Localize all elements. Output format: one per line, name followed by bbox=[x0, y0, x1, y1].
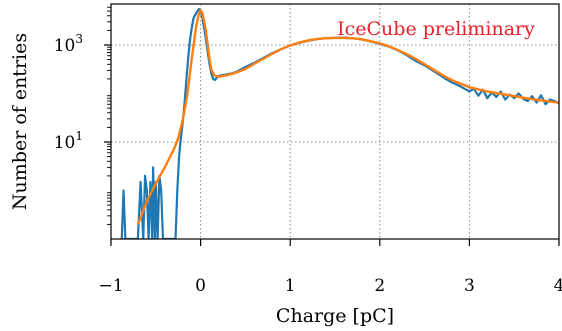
x-tick-label: 3 bbox=[464, 276, 475, 296]
plot-frame bbox=[110, 3, 560, 240]
data-series-line bbox=[120, 7, 559, 239]
y-tick-label: 101 bbox=[54, 129, 83, 153]
x-tick-label: 2 bbox=[374, 276, 385, 296]
y-tick-label: 103 bbox=[54, 32, 83, 56]
axis-ticks: −1 0 1 2 3 4 101 103 bbox=[54, 6, 562, 296]
x-tick-label: 4 bbox=[554, 276, 562, 296]
x-tick-label: 0 bbox=[195, 276, 206, 296]
x-tick-label: 1 bbox=[285, 276, 296, 296]
x-axis-label: Charge [pC] bbox=[276, 305, 394, 327]
series-layer bbox=[120, 7, 559, 239]
x-tick-label: −1 bbox=[98, 276, 123, 296]
fit-series-line bbox=[136, 9, 559, 225]
y-axis-label: Number of entries bbox=[9, 33, 31, 210]
grid bbox=[111, 4, 559, 239]
annotation-label: IceCube preliminary bbox=[337, 18, 535, 40]
